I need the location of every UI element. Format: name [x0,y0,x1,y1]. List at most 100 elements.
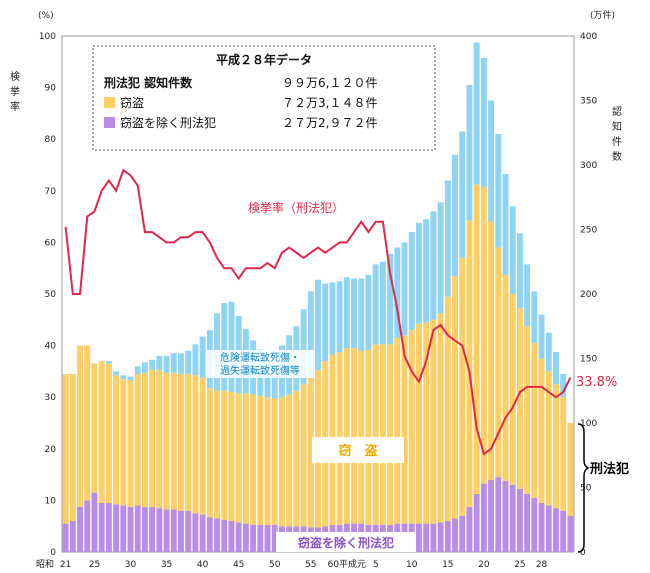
theft-label-text: 窃 盗 [338,443,377,459]
rate-last-label: 33.8% [576,375,617,390]
bar-traffic [185,350,192,374]
bar-traffic [495,134,502,248]
bar-traffic [127,376,134,381]
bar-non-theft [178,510,184,552]
bar-theft [206,388,213,518]
bar-theft [271,398,278,525]
bar-traffic [480,57,487,187]
bar-traffic [351,278,358,349]
x-tick-label: 35 [161,560,172,570]
bar-traffic [343,277,350,349]
right-tick-label: 50 [580,484,592,494]
bar-traffic [300,309,307,385]
legend-swatch-non-theft [104,117,115,128]
bar-theft [69,373,76,522]
bar-theft [524,326,531,494]
bar-non-theft [228,521,235,552]
bar-theft [62,373,69,524]
x-tick-label: 25 [514,560,525,570]
bar-theft [178,373,184,511]
bar-traffic [156,355,163,371]
bar-traffic [459,131,466,258]
bar-non-theft [553,508,559,552]
bar-non-theft [516,488,523,552]
bar-traffic [466,85,473,221]
bar-theft [250,394,257,525]
bar-traffic [538,314,545,359]
bar-theft [242,393,249,524]
bar-theft [228,392,235,522]
bar-theft [480,186,487,484]
left-axis-label-char: 率 [10,100,20,113]
bar-traffic [502,174,509,275]
left-tick-label: 20 [45,445,57,455]
right-axis-ticks: 0 50 100 150 200 250 300 350 400 [580,32,597,558]
bar-theft [538,358,545,503]
bar-theft [293,390,300,527]
bar-theft [84,345,91,501]
bar-traffic [170,353,177,373]
bar-traffic [105,361,112,364]
x-tick-label: 5 [373,560,379,570]
left-tick-label: 0 [50,548,56,558]
bar-non-theft [437,522,444,552]
x-tick-label: 40 [197,560,209,570]
bar-theft [141,372,148,507]
bar-traffic [329,282,336,355]
x-tick-label: 20 [478,560,490,570]
bar-traffic [437,202,444,314]
bar-theft [163,372,170,510]
bracket-label: 刑法犯 [590,461,629,477]
bar-non-theft [105,502,112,552]
left-tick-label: 100 [39,32,56,42]
bar-traffic [452,154,458,276]
bar-theft [120,379,127,506]
bar-non-theft [545,505,552,552]
bar-non-theft [271,524,278,552]
bar-traffic [322,283,329,362]
x-tick-label: 15 [442,560,453,570]
bar-theft [300,384,307,527]
bar-non-theft [77,506,83,552]
left-tick-label: 10 [45,496,57,506]
bar-non-theft [127,506,134,552]
bar-traffic [524,264,531,327]
x-tick-label: 昭和 [36,559,54,570]
non-theft-label: 窃盗を除く刑法犯 [276,532,416,552]
x-tick-label: 60平成元 [328,558,366,570]
x-axis-ticks: 昭和 21 25 30 35 40 45 50 55 60平成元 5 10 15 20 25 28 [36,558,548,570]
traffic-series-label: 危険運転致死傷・ 過失運転致死傷等 [206,350,314,378]
bar-non-theft [206,517,213,552]
right-tick-label: 100 [580,419,597,429]
left-axis-label: 検 挙 率 [10,70,20,113]
bar-theft [531,343,538,498]
bar-traffic [271,364,278,399]
x-tick-label: 45 [233,560,244,570]
bar-non-theft [192,513,199,552]
bar-theft [567,423,574,516]
left-tick-label: 80 [45,135,57,145]
right-axis-label-char: 数 [612,150,622,163]
bar-theft [156,370,163,509]
rate-line-label: 検挙率（刑法犯） [248,200,344,215]
bar-theft [509,294,516,485]
bar-theft [199,377,206,515]
bar-non-theft [473,493,480,552]
bar-theft [134,373,141,506]
bar-non-theft [264,524,271,552]
bar-non-theft [120,505,127,552]
bar-non-theft [134,505,141,552]
bar-non-theft [502,481,509,552]
bar-non-theft [416,523,422,552]
bar-non-theft [509,484,516,552]
legend-swatch-theft [104,97,115,108]
bar-non-theft [560,510,567,552]
rate-line [64,168,572,456]
bar-non-theft [235,522,242,552]
bar-theft [502,274,509,482]
bar-theft [416,323,422,524]
bar-traffic [444,180,451,297]
bar-theft [394,337,401,524]
bar-theft [408,330,415,524]
bar-theft [379,344,386,525]
